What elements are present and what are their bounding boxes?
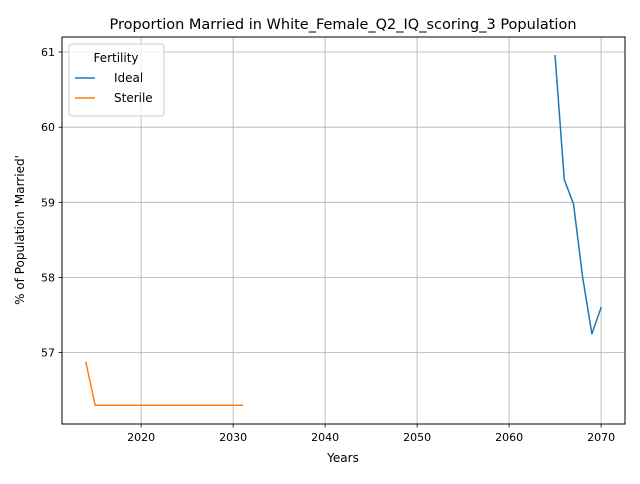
x-tick-label: 2030 [219,431,247,444]
x-tick-label: 2070 [587,431,615,444]
legend-label-sterile: Sterile [114,91,153,105]
x-tick-label: 2020 [127,431,155,444]
plot-frame [61,36,626,425]
series-line-ideal [554,54,603,335]
axis-ticks: 2020 2030 2040 2050 2060 2070 57 58 59 60 61 [41,46,615,444]
legend: Fertility Ideal Sterile [68,43,165,117]
y-tick-label: 58 [41,271,55,284]
y-tick-label: 59 [41,196,55,209]
y-tick-label: 61 [41,46,55,59]
y-tick-label: 57 [41,347,55,360]
y-tick-label: 60 [41,121,55,134]
x-tick-label: 2040 [311,431,339,444]
x-tick-label: 2060 [495,431,523,444]
legend-title: Fertility [93,51,138,65]
x-tick-label: 2050 [403,431,431,444]
plot-series [85,54,603,406]
series-line-sterile [85,361,244,406]
grid [62,37,625,424]
y-axis-label: % of Population 'Married' [13,155,27,305]
chart-title: Proportion Married in White_Female_Q2_IQ… [109,17,576,33]
legend-label-ideal: Ideal [114,71,143,85]
x-axis-label: Years [326,451,359,465]
